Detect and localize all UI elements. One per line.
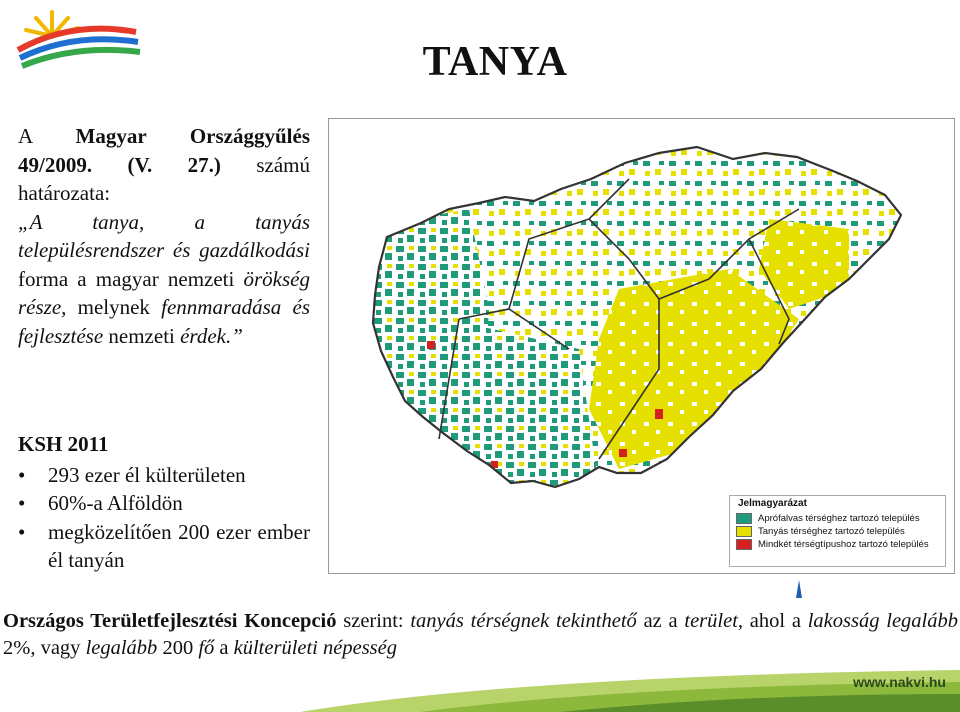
list-item: megközelítően 200 ezer ember él tanyán: [18, 518, 310, 575]
intro-text-7: melynek: [66, 295, 162, 319]
resolution-text: A Magyar Országgyűlés 49/2009. (V. 27.) …: [18, 122, 310, 350]
legend-item: Tanyás térséghez tartozó település: [736, 526, 939, 537]
ksh-list: 293 ezer él külterületen 60%-a Alföldön …: [18, 461, 310, 575]
hungary-map: Jelmagyarázat Aprófalvas térséghez tarto…: [328, 118, 955, 574]
okt-italic: fő: [198, 637, 215, 659]
legend-title: Jelmagyarázat: [738, 498, 807, 509]
okt-italic: terület,: [684, 610, 744, 632]
okt-bold: Országos Területfejlesztési Koncepció: [3, 610, 337, 632]
ksh-stats: KSH 2011 293 ezer él külterületen 60%-a …: [18, 430, 310, 575]
intro-text-4: „A tanya, a tanyás településrendszer és …: [18, 209, 310, 263]
intro-text-9: nemzeti: [103, 323, 181, 348]
intro-text-1: A: [18, 124, 76, 148]
map-legend: Jelmagyarázat Aprófalvas térséghez tarto…: [729, 495, 946, 567]
okt-text: a: [214, 637, 234, 659]
okt-text: 200: [157, 637, 199, 659]
legend-swatch-red: [736, 539, 752, 550]
legend-label: Aprófalvas térséghez tartozó település: [758, 513, 920, 524]
intro-text-10: érdek.”: [180, 323, 243, 348]
okt-italic: legalább: [85, 637, 158, 659]
sun-logo-icon: [16, 10, 141, 69]
okt-text: ahol a: [743, 610, 808, 632]
intro-text-5: forma a magyar nemzeti: [18, 266, 244, 291]
map-graphic: [371, 145, 903, 489]
website-link[interactable]: www.nakvi.hu: [853, 674, 946, 690]
list-item: 293 ezer él külterületen: [18, 461, 310, 490]
okt-text: az a: [636, 610, 685, 632]
footer-swoosh: [300, 670, 960, 712]
okt-text: szerint:: [336, 610, 411, 632]
intro-text-2: Magyar Országgyűlés 49/2009. (V. 27.): [18, 124, 310, 177]
page-title: TANYA: [422, 39, 568, 85]
okt-italic: külterületi népesség: [233, 637, 398, 659]
okt-italic: tanyás térségnek tekinthető: [410, 610, 637, 632]
okt-text: 2%, vagy: [3, 637, 86, 659]
okt-italic: lakosság legalább: [807, 610, 958, 632]
legend-label: Tanyás térséghez tartozó település: [758, 526, 905, 537]
concept-text: Országos Területfejlesztési Koncepció sz…: [3, 608, 958, 662]
legend-swatch-yellow: [736, 526, 752, 537]
legend-item: Aprófalvas térséghez tartozó település: [736, 513, 939, 524]
north-arrow-icon: [796, 580, 802, 598]
legend-item: Mindkét térségtípushoz tartozó település: [736, 539, 939, 550]
intro-text-6: örökség része,: [18, 266, 310, 320]
legend-label: Mindkét térségtípushoz tartozó település: [758, 539, 929, 550]
list-item: 60%-a Alföldön: [18, 489, 310, 518]
legend-swatch-green: [736, 513, 752, 524]
ksh-heading: KSH 2011: [18, 432, 109, 456]
intro-text-8: fennmaradása és fejlesztése: [18, 295, 310, 348]
intro-text-3: számú határozata:: [18, 152, 310, 206]
